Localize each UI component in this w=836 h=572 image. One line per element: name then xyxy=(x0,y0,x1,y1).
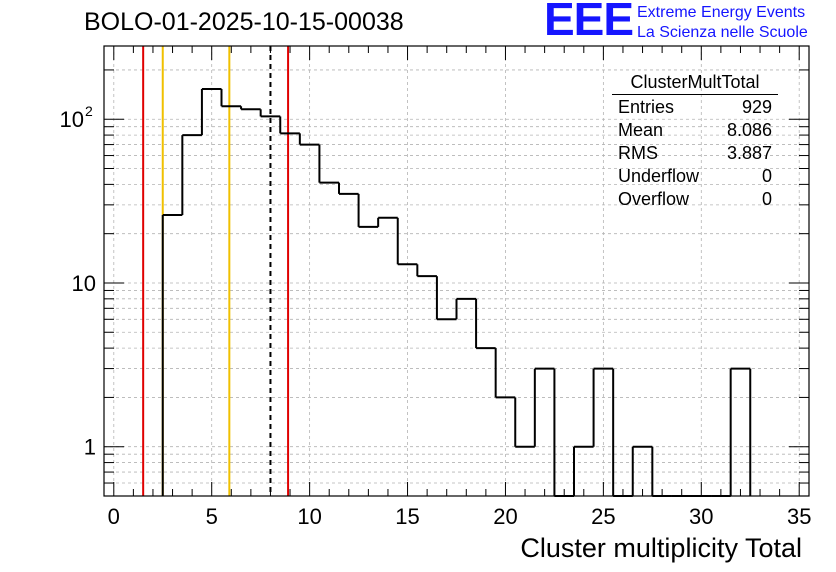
stats-title: ClusterMultTotal xyxy=(612,72,778,95)
stats-row-mean: Mean 8.086 xyxy=(612,119,778,142)
x-tick-label: 30 xyxy=(689,504,713,529)
logo-tagline-1: Extreme Energy Events xyxy=(637,4,806,21)
eee-logo: EEE xyxy=(544,0,634,45)
stats-value: 0 xyxy=(761,166,772,186)
stats-row-entries: Entries 929 xyxy=(612,96,778,119)
x-axis-label: Cluster multiplicity Total xyxy=(520,533,802,563)
stats-label: Overflow xyxy=(618,189,690,209)
stats-value: 929 xyxy=(741,97,772,117)
x-tick-label: 20 xyxy=(493,504,517,529)
run-title: BOLO-01-2025-10-15-00038 xyxy=(84,8,404,36)
x-tick-label: 15 xyxy=(395,504,419,529)
x-tick-label: 0 xyxy=(108,504,120,529)
y-tick-label: 1 xyxy=(84,435,96,460)
x-tick-label: 5 xyxy=(206,504,218,529)
stats-row-rms: RMS 3.887 xyxy=(612,142,778,165)
reference-lines xyxy=(142,46,290,496)
y-tick-label: 10 xyxy=(60,107,84,132)
stats-value: 0 xyxy=(761,189,772,209)
stats-value: 8.086 xyxy=(726,120,772,140)
axis-ticks xyxy=(104,46,809,497)
plot-frame xyxy=(103,45,810,497)
stats-row-overflow: Overflow 0 xyxy=(612,188,778,211)
logo-tagline-2: La Scienza nelle Scuole xyxy=(637,24,808,41)
x-tick-label: 10 xyxy=(297,504,321,529)
grid-layer xyxy=(104,46,809,497)
stats-label: Underflow xyxy=(618,166,700,186)
stats-value: 3.887 xyxy=(726,143,772,163)
x-tick-label: 25 xyxy=(591,504,615,529)
x-tick-label: 35 xyxy=(787,504,811,529)
stats-label: Entries xyxy=(618,97,675,117)
y-tick-label: 10 xyxy=(72,271,96,296)
stats-row-underflow: Underflow 0 xyxy=(612,165,778,188)
stats-label: Mean xyxy=(618,120,664,140)
stats-box: ClusterMultTotal Entries 929 Mean 8.086 … xyxy=(612,72,778,211)
y-tick-exponent: 2 xyxy=(85,103,93,119)
stats-label: RMS xyxy=(618,143,658,163)
